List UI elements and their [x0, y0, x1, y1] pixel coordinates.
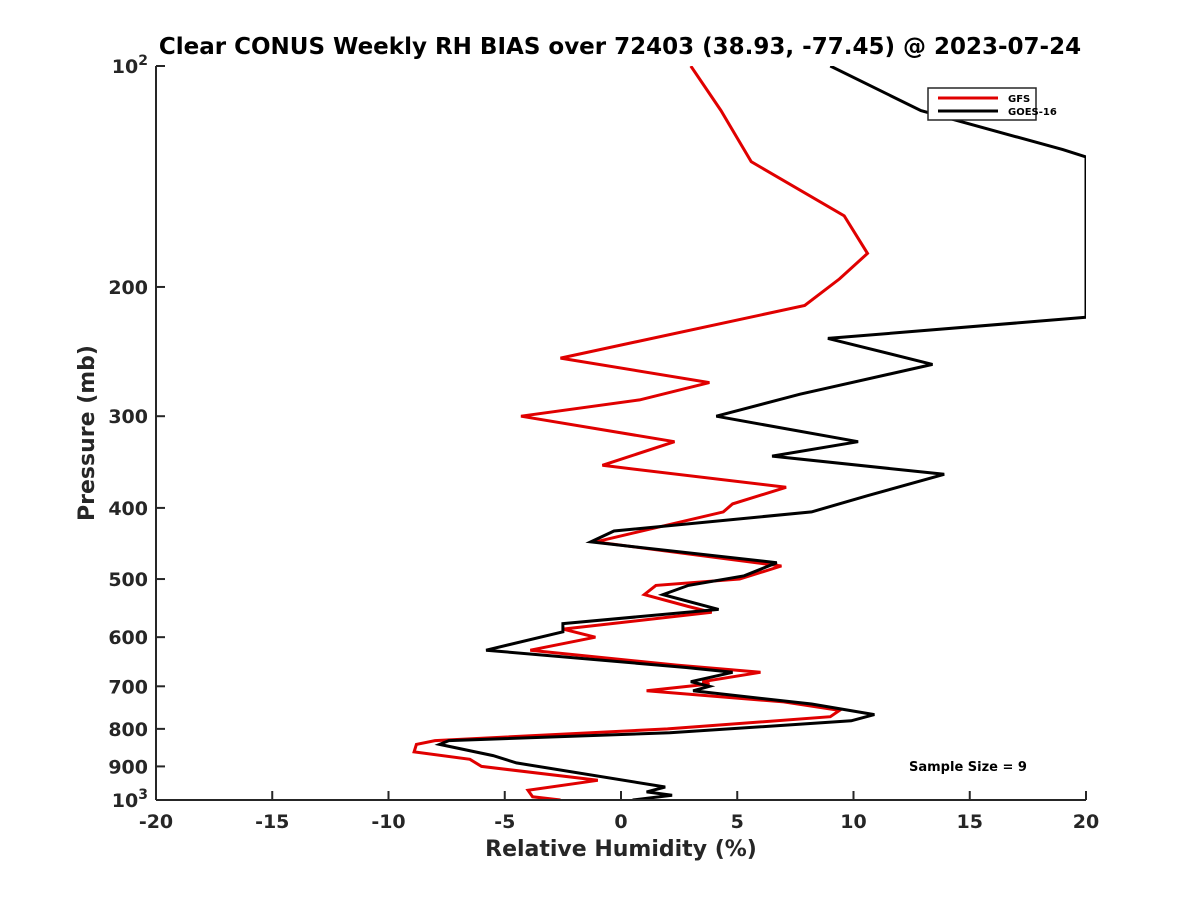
x-tick-label: 20	[1073, 811, 1099, 833]
y-tick-label: 500	[108, 569, 148, 591]
y-tick-label: 102	[112, 53, 148, 78]
series-layer	[412, 66, 1086, 800]
legend-box	[927, 87, 1037, 121]
y-tick-label: 800	[108, 719, 148, 741]
y-axis-label: Pressure (mb)	[75, 345, 100, 521]
legend: GFS GOES-16	[927, 87, 1057, 121]
sample-size-annotation: Sample Size = 9	[909, 760, 1027, 775]
legend-label: GOES-16	[1008, 107, 1057, 118]
legend-label: GFS	[1008, 94, 1030, 105]
x-tick-label: 5	[731, 811, 744, 833]
x-tick-label: 15	[957, 811, 983, 833]
x-tick-label: -20	[139, 811, 173, 833]
x-tick-label: -15	[255, 811, 289, 833]
y-tick-label: 700	[108, 676, 148, 698]
chart-title: Clear CONUS Weekly RH BIAS over 72403 (3…	[159, 34, 1081, 60]
y-tick-label: 200	[108, 277, 148, 299]
series-line-goes-16	[434, 66, 1086, 800]
series-line-gfs	[412, 66, 870, 800]
y-tick-label: 103	[112, 787, 148, 812]
x-tick-label: 10	[840, 811, 866, 833]
y-tick-label: 300	[108, 406, 148, 428]
x-tick-label: 0	[614, 811, 627, 833]
x-axis-label: Relative Humidity (%)	[485, 837, 757, 862]
y-tick-label: 900	[108, 756, 148, 778]
y-tick-label: 400	[108, 498, 148, 520]
y-tick-label: 600	[108, 627, 148, 649]
x-tick-label: -5	[494, 811, 515, 833]
ticks-layer: -20 -15 -10 -5 0 5 10 15 20 102 200 300 400 500 600 700…	[108, 53, 1099, 833]
x-tick-label: -10	[371, 811, 405, 833]
